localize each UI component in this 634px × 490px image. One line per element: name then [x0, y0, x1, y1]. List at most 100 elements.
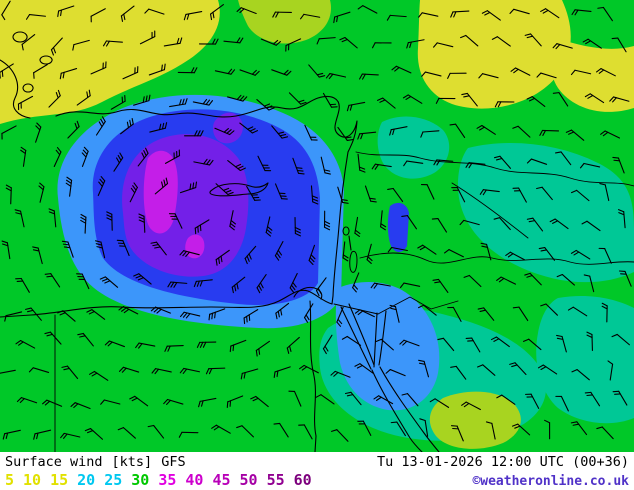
wind-barb [35, 122, 42, 143]
wind-barb [584, 93, 605, 104]
wind-barb [330, 429, 349, 442]
datetime-label: Tu 13-01-2026 12:00 UTC (00+36) [377, 454, 629, 470]
wind-barb [106, 211, 113, 231]
wind-barb [418, 359, 430, 378]
wind-barb [154, 177, 169, 195]
wind-barb [120, 117, 134, 135]
wind-barb [325, 73, 347, 80]
legend-row: 5 10 15 20 25 30 35 40 45 50 55 60 ©weatheronline.c… [5, 472, 629, 490]
island-2 [39, 55, 53, 65]
wind-barb [447, 72, 467, 79]
wind-barb [390, 421, 406, 437]
wind-barb [377, 97, 396, 109]
wind-barb [292, 157, 305, 175]
wind-barb [198, 397, 217, 408]
wind-barb [139, 30, 156, 45]
wind-barb [214, 68, 236, 75]
wind-barb [420, 130, 440, 138]
wind-barb [571, 369, 590, 381]
wind-barb [260, 38, 281, 46]
wind-barb [15, 339, 36, 349]
wind-barb [611, 333, 630, 346]
wind-barb [463, 274, 482, 288]
wind-barb [512, 187, 527, 203]
wind-barb [505, 251, 526, 261]
wind-barb [196, 341, 217, 348]
wind-barb [118, 366, 140, 373]
wind-barb [552, 43, 573, 50]
wind-barb [449, 123, 466, 138]
wind-barb [480, 242, 492, 261]
wind-region-yellow-topleft [0, 0, 220, 124]
wind-barb [419, 418, 429, 437]
wind-barb [491, 36, 511, 47]
wind-barb [179, 311, 201, 319]
wind-barb [596, 68, 616, 77]
wind-barb [391, 65, 412, 74]
wind-barb [1, 125, 17, 140]
wind-barb [288, 390, 302, 407]
border-egypt-israel [333, 303, 379, 315]
legend-value: 10 [23, 471, 42, 489]
wind-barb [322, 92, 338, 108]
wind-barb [226, 395, 244, 408]
wind-barb [586, 331, 593, 352]
wind-barb [194, 219, 210, 235]
wind-barb [236, 425, 254, 438]
wind-barb [389, 304, 400, 323]
wind-barb [571, 9, 592, 16]
wind-region-teal-bottomright [536, 296, 634, 424]
wind-barb [147, 424, 165, 439]
units-label: [kts] [111, 454, 153, 470]
wind-barb [14, 209, 25, 228]
wind-barb [61, 365, 79, 380]
wind-barb [72, 39, 90, 51]
wind-barb [320, 156, 331, 175]
wind-barb [600, 130, 621, 139]
wind-barb [555, 151, 572, 166]
wind-barb [205, 367, 226, 375]
map-title: Surface wind [kts] GFS [5, 454, 195, 471]
wind-barb [81, 146, 89, 167]
wind-barb [257, 155, 272, 172]
wind-barb [556, 273, 575, 286]
legend-value: 60 [293, 471, 312, 489]
wind-barb [215, 249, 230, 266]
coastline-aegean [0, 59, 31, 119]
wind-barb [243, 309, 259, 325]
wind-barb [84, 428, 104, 440]
title-row: Surface wind [kts] GFS Tu 13-01-2026 12:00… [5, 454, 629, 471]
wind-barb [417, 244, 437, 255]
status-bar: Surface wind [kts] GFS Tu 13-01-2026 12:00… [0, 452, 634, 490]
wind-barb [567, 306, 588, 317]
wind-barb [246, 185, 261, 201]
wind-barb [104, 340, 125, 348]
wind-barb [333, 11, 351, 24]
wind-barb [300, 13, 321, 20]
wind-barb [570, 249, 591, 260]
wind-barb [229, 339, 247, 353]
wind-barb [76, 89, 91, 106]
wind-barb [168, 213, 183, 229]
wind-barb [273, 366, 291, 379]
wind-barb [77, 332, 94, 347]
wind-barb [215, 183, 234, 196]
wind-barb [570, 69, 592, 76]
wind-barb [208, 308, 226, 321]
wind-barb [435, 97, 456, 104]
wind-barb [211, 424, 231, 434]
wind-barb [90, 8, 106, 23]
wind-barb [5, 184, 12, 205]
wind-barb [544, 419, 551, 440]
wind-barb [244, 245, 257, 265]
wind-barb [48, 208, 57, 228]
wind-barb [371, 42, 392, 49]
wind-barb [289, 272, 298, 293]
wind-barb [57, 310, 76, 322]
wind-barb [192, 98, 214, 106]
wind-barb [95, 116, 106, 136]
wind-barb [193, 158, 214, 166]
wind-barb [315, 277, 327, 297]
wind-barb [169, 98, 188, 108]
